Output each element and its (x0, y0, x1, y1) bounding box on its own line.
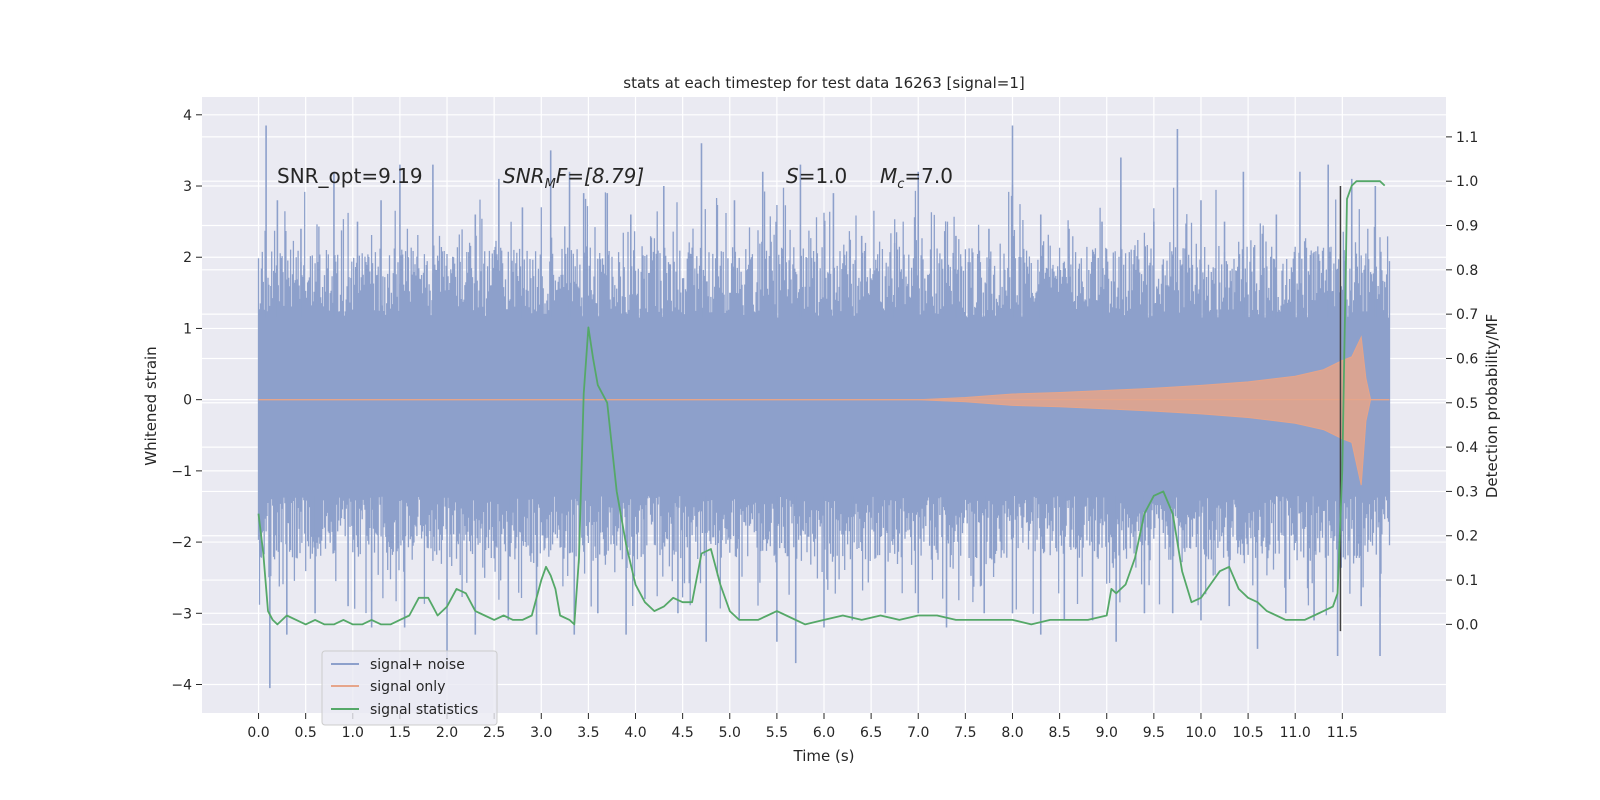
x-tick-label: 11.5 (1327, 725, 1358, 741)
y-left-tick-label: 2 (183, 250, 192, 266)
legend-label-signal-statistics: signal statistics (370, 702, 478, 718)
x-tick-label: 8.0 (1001, 725, 1023, 741)
annotation-snr-opt: SNR_opt=9.19 (277, 164, 423, 188)
x-tick-label: 6.5 (860, 725, 882, 741)
annotations: SNR_opt=9.19 SNRMF=[8.79] S=1.0 Mc=7.0 (277, 164, 953, 192)
x-tick-label: 9.0 (1096, 725, 1118, 741)
y-right-tick-label: 0.3 (1456, 484, 1478, 500)
y-right-tick-label: 0.8 (1456, 263, 1478, 279)
annotation-snr-mf: SNRMF=[8.79] (503, 164, 644, 192)
x-axis-label: Time (s) (793, 747, 855, 765)
x-axis-ticks: 0.0 0.5 1.0 1.5 2.0 2.5 3.0 3.5 4.0 4.5 5.0 5.5 6.0 6… (247, 713, 1358, 741)
x-tick-label: 5.5 (766, 725, 788, 741)
x-tick-label: 3.5 (577, 725, 599, 741)
x-tick-label: 2.5 (483, 725, 505, 741)
x-tick-label: 1.5 (389, 725, 411, 741)
y-right-tick-label: 0.4 (1456, 440, 1478, 456)
y-right-tick-label: 0.5 (1456, 396, 1478, 412)
y-left-tick-label: 1 (183, 321, 192, 337)
x-tick-label: 2.0 (436, 725, 458, 741)
x-tick-label: 10.0 (1185, 725, 1216, 741)
y-right-tick-label: 0.0 (1456, 617, 1478, 633)
annotation-mc: Mc=7.0 (880, 164, 953, 192)
legend: signal+ noise signal only signal statist… (321, 650, 498, 726)
y-left-axis-label: Whitened strain (142, 346, 160, 465)
chart-title: stats at each timestep for test data 162… (623, 74, 1024, 92)
legend-label-signal-noise: signal+ noise (370, 657, 465, 673)
x-tick-label: 7.0 (907, 725, 929, 741)
x-tick-label: 6.0 (813, 725, 835, 741)
y-right-tick-label: 0.9 (1456, 219, 1478, 235)
y-right-axis-ticks: 0.0 0.1 0.2 0.3 0.4 0.5 0.6 0.7 0.8 0.9 1.0 1.1 (1446, 130, 1478, 633)
x-tick-label: 7.5 (954, 725, 976, 741)
x-tick-label: 10.5 (1233, 725, 1264, 741)
x-tick-label: 0.0 (247, 725, 269, 741)
series-signal-only (258, 335, 1390, 486)
x-tick-label: 9.5 (1143, 725, 1165, 741)
y-right-tick-label: 0.2 (1456, 529, 1478, 545)
legend-box (321, 650, 498, 726)
x-tick-label: 0.5 (295, 725, 317, 741)
series-signal-statistics (257, 180, 1386, 626)
y-right-axis-label: Detection probability/MF (1483, 314, 1501, 498)
x-tick-label: 3.0 (530, 725, 552, 741)
y-right-tick-label: 1.1 (1456, 130, 1478, 146)
y-left-tick-label: −3 (171, 606, 192, 622)
x-tick-label: 5.0 (719, 725, 741, 741)
y-right-tick-label: 0.7 (1456, 307, 1478, 323)
y-left-tick-label: −1 (171, 464, 192, 480)
y-right-tick-label: 0.6 (1456, 351, 1478, 367)
x-tick-label: 1.0 (342, 725, 364, 741)
y-left-tick-label: 3 (183, 179, 192, 195)
y-left-tick-label: 0 (183, 393, 192, 409)
legend-label-signal-only: signal only (370, 679, 445, 695)
x-tick-label: 8.5 (1048, 725, 1070, 741)
y-right-tick-label: 0.1 (1456, 573, 1478, 589)
y-right-tick-label: 1.0 (1456, 174, 1478, 190)
x-tick-label: 4.0 (624, 725, 646, 741)
annotation-s: S=1.0 (786, 164, 847, 188)
y-left-tick-label: −4 (171, 678, 192, 694)
x-tick-label: 11.0 (1280, 725, 1311, 741)
y-left-axis-ticks: −4 −3 −2 −1 0 1 2 3 4 (171, 108, 202, 694)
plot-area (257, 125, 1391, 689)
y-left-tick-label: −2 (171, 535, 192, 551)
y-left-tick-label: 4 (183, 108, 192, 124)
x-tick-label: 4.5 (672, 725, 694, 741)
